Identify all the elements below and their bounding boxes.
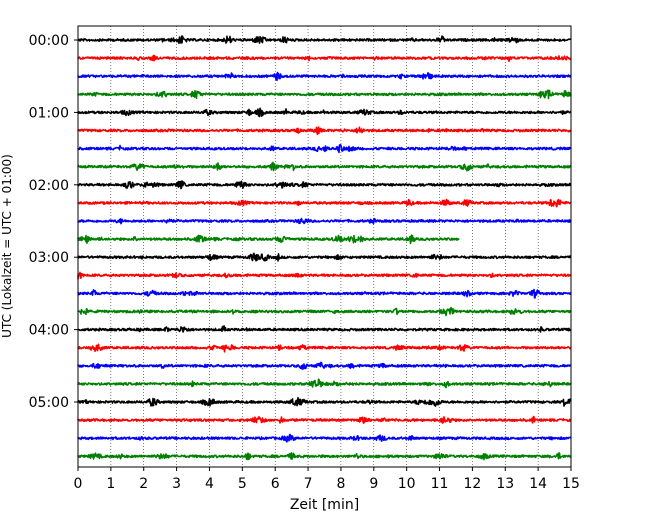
seismogram-trace (77, 378, 572, 389)
x-tick-label: 12 (463, 476, 481, 492)
seismogram-trace (77, 89, 572, 100)
x-tick-label: 1 (106, 476, 115, 492)
seismogram-trace (77, 252, 572, 262)
seismogram-trace (77, 306, 572, 317)
seismogram-trace (77, 217, 572, 225)
x-tick-label: 11 (431, 476, 449, 492)
seismogram-trace (77, 325, 572, 333)
seismogram-trace (77, 433, 572, 443)
x-tick-label: 14 (529, 476, 547, 492)
y-axis-label: UTC (Lokalzeit = UTC + 01:00) (0, 154, 14, 338)
seismogram-trace (77, 126, 572, 136)
x-tick-label: 3 (172, 476, 181, 492)
seismogram-trace (77, 415, 572, 424)
x-tick-label: 8 (336, 476, 345, 492)
seismogram-trace (77, 396, 572, 407)
x-axis-label: Zeit [min] (290, 497, 359, 513)
seismogram-trace (77, 343, 572, 353)
y-axis-ticks: 00:00 01:00 02:00 03:00 04:00 05:00 (29, 33, 78, 411)
x-tick-label: 4 (205, 476, 214, 492)
y-tick-label: 04:00 (29, 323, 69, 339)
seismogram-trace (77, 144, 572, 154)
seismogram-trace (77, 198, 572, 208)
seismogram-trace (77, 288, 572, 299)
trace-lines (77, 35, 572, 461)
x-tick-label: 2 (139, 476, 148, 492)
seismogram-trace (77, 271, 572, 280)
seismogram-trace (77, 54, 572, 63)
seismogram-trace (77, 35, 572, 45)
seismogram-trace (77, 234, 460, 245)
seismogram-trace (77, 71, 572, 82)
x-tick-label: 0 (74, 476, 83, 492)
x-tick-label: 6 (271, 476, 280, 492)
seismogram-trace (77, 107, 572, 118)
seismogram-trace (77, 180, 572, 190)
y-tick-label: 02:00 (29, 178, 69, 194)
seismogram-trace (77, 361, 572, 370)
y-tick-label: 03:00 (29, 250, 69, 266)
x-tick-label: 15 (562, 476, 580, 492)
x-axis-ticks: 0 1 2 3 4 5 6 7 8 9 10 11 12 13 14 15 (74, 467, 580, 492)
y-tick-label: 01:00 (29, 105, 69, 121)
seismogram-trace (77, 452, 572, 461)
x-tick-label: 13 (496, 476, 514, 492)
plot-frame (77, 25, 572, 468)
y-tick-label: 05:00 (29, 395, 69, 411)
y-tick-label: 00:00 (29, 33, 69, 49)
x-tick-label: 5 (238, 476, 247, 492)
x-tick-label: 10 (398, 476, 416, 492)
x-tick-label: 7 (304, 476, 313, 492)
seismogram-trace (77, 161, 572, 172)
x-tick-label: 9 (369, 476, 378, 492)
